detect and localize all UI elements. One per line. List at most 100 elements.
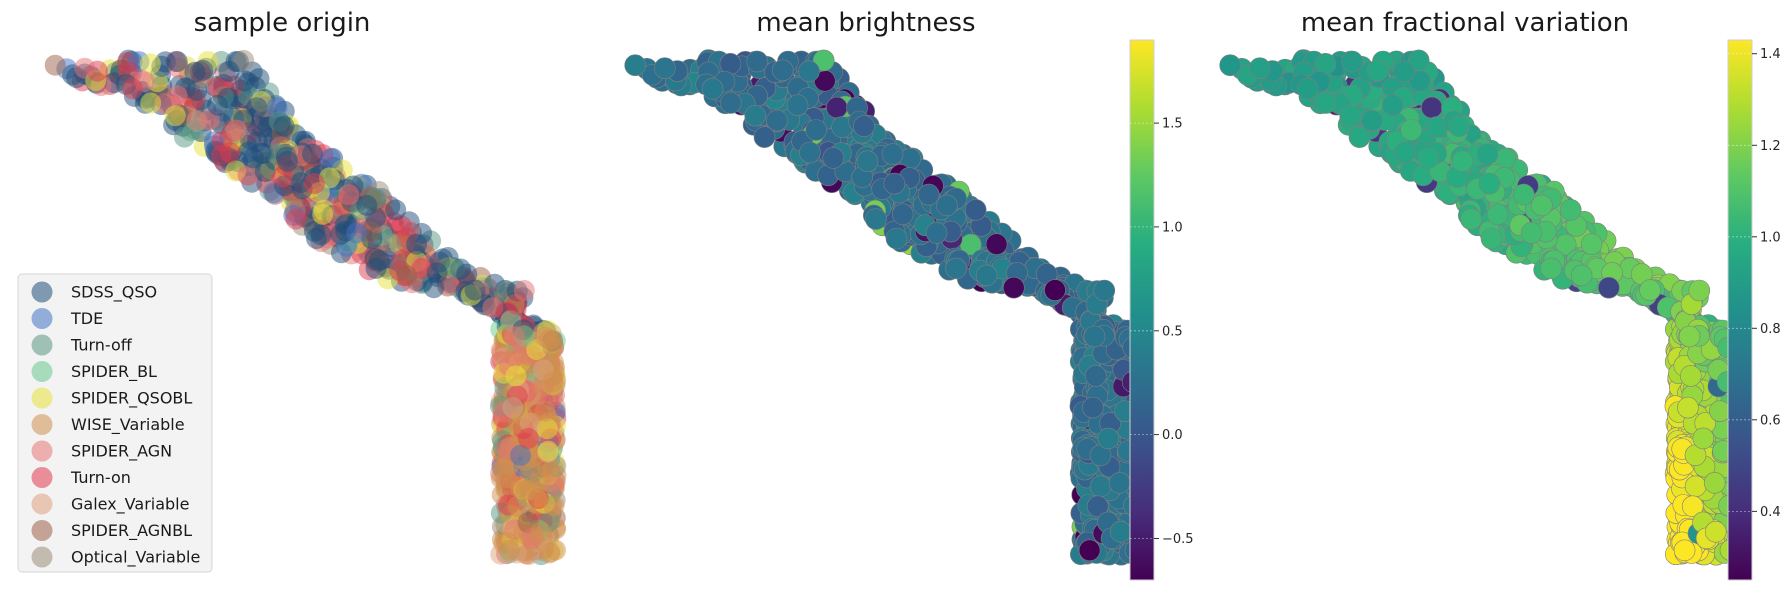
scatter-point — [1361, 109, 1383, 132]
scatter-point — [1677, 396, 1699, 419]
colorbar-tick-label: 1.4 — [1760, 47, 1781, 62]
legend-marker — [31, 361, 53, 382]
scatter-point — [545, 539, 566, 561]
legend-marker — [31, 334, 53, 356]
scatter-point — [1108, 471, 1131, 494]
scatter-point — [653, 57, 676, 79]
scatter-point — [1704, 520, 1727, 543]
scatter-point — [242, 147, 264, 169]
scatter-point — [312, 203, 334, 225]
scatter-point — [624, 54, 647, 76]
scatter-point — [510, 475, 532, 497]
scatter-point — [1366, 59, 1389, 82]
legend-marker — [31, 467, 53, 488]
colorbar-tick-label: 0.8 — [1760, 322, 1781, 337]
scatter-point — [510, 444, 531, 466]
scatter-point — [456, 263, 478, 285]
colorbar-tick-label: 0.6 — [1760, 413, 1781, 428]
scatter-point — [936, 194, 958, 217]
scatter-point — [1451, 150, 1474, 173]
scatter-point — [225, 119, 247, 141]
scatter-point — [856, 150, 879, 173]
scatter-point — [1219, 54, 1241, 76]
scatter-point — [1093, 279, 1116, 302]
legend-marker — [31, 520, 53, 541]
legend-marker — [31, 281, 53, 303]
scatter-point — [771, 59, 794, 82]
scatter-point — [1341, 50, 1363, 73]
scatter-point — [519, 412, 541, 434]
scatter-point — [1580, 233, 1603, 255]
scatter-point — [822, 147, 845, 169]
legend-marker — [31, 546, 53, 568]
legend-label: Galex_Variable — [71, 495, 189, 515]
scatter-point — [356, 194, 378, 216]
scatter-point — [502, 397, 524, 419]
scatter-point — [945, 257, 967, 280]
scatter-point — [1486, 203, 1509, 226]
scatter-point — [303, 173, 325, 195]
scatter-point — [798, 60, 820, 83]
colorbar-gradient — [1727, 39, 1753, 581]
scatter-point — [1703, 471, 1726, 494]
scatter-point — [207, 94, 229, 116]
colorbar-ticks: −0.5 0.0 0.5 1.0 1.5 — [1130, 117, 1194, 547]
colorbar-tick-label: −0.5 — [1162, 532, 1194, 547]
scatter-point — [423, 277, 445, 299]
scatter-point — [1089, 475, 1112, 498]
legend-marker — [31, 493, 53, 515]
scatter-point — [1400, 119, 1422, 141]
scatter-point — [507, 495, 529, 517]
scatter-point — [504, 326, 525, 347]
panel-title-mean-fractional-variation: mean fractional variation — [1301, 8, 1629, 38]
scatter-point — [1339, 104, 1361, 127]
scatter-point — [390, 215, 412, 237]
legend-label: SPIDER_QSOBL — [71, 389, 192, 409]
legend-label: TDE — [70, 309, 103, 328]
scatter-point — [812, 49, 835, 72]
scatter-point — [746, 50, 769, 73]
scatter-point — [853, 115, 875, 137]
legend-marker — [31, 440, 53, 462]
scatter-point — [1684, 475, 1707, 498]
scatter-point — [537, 457, 559, 478]
scatter-point — [881, 143, 904, 165]
scatter-point — [1478, 172, 1501, 195]
scatter-point — [542, 371, 564, 393]
scatter-point — [251, 116, 273, 138]
scatter-point — [753, 126, 776, 148]
scatter-point — [985, 233, 1008, 255]
legend-label: WISE_Variable — [71, 415, 185, 435]
scatter-point — [277, 150, 298, 172]
scatter-point — [1314, 92, 1337, 114]
points-mean-brightness — [624, 49, 1147, 566]
scatter-point — [1407, 49, 1430, 72]
scatter-point — [1680, 365, 1702, 387]
scatter-point — [1570, 264, 1593, 287]
scatter-point — [338, 184, 360, 206]
panel-sample-origin: sample origin SDSS_QSO TDE Turn-off SPIDER_… — [17, 8, 567, 573]
scatter-point — [1296, 78, 1319, 100]
scatter-point — [1678, 325, 1701, 348]
legend-label: Turn-off — [70, 336, 133, 355]
scatter-point — [1480, 227, 1503, 250]
colorbar-ticks: 0.4 0.6 0.8 1.0 1.2 1.4 — [1728, 47, 1781, 520]
scatter-point — [1421, 96, 1443, 119]
scatter-point — [825, 96, 848, 119]
legend: SDSS_QSO TDE Turn-off SPIDER_BL SPIDER_QSOBL… — [17, 273, 213, 573]
scatter-point — [799, 141, 821, 164]
scatter-point — [234, 70, 256, 92]
legend-label: SPIDER_AGN — [71, 442, 172, 462]
colorbar-tick-label: 0.5 — [1162, 324, 1183, 339]
scatter-point — [865, 208, 887, 230]
scatter-point — [306, 228, 327, 249]
panel-mean-brightness: mean brightness −0.5 0.0 0.5 1.0 1.5 — [624, 8, 1194, 581]
scatter-point — [1460, 208, 1482, 230]
colorbar-tick-label: 1.0 — [1760, 230, 1781, 245]
scatter-point — [766, 109, 788, 132]
scatter-point — [536, 418, 558, 440]
scatter-point — [786, 94, 809, 116]
scatter-point — [543, 495, 565, 517]
scatter-point — [139, 53, 161, 75]
